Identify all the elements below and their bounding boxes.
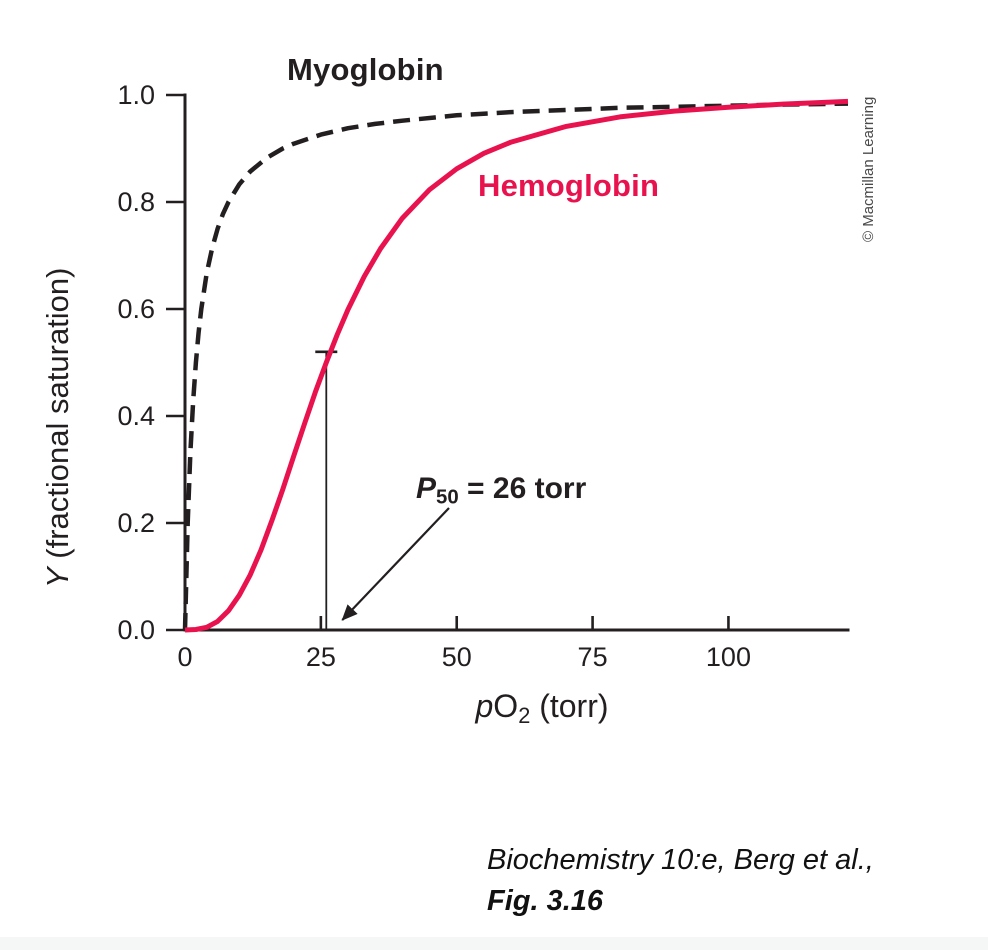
x-tick-label: 50 xyxy=(442,642,472,672)
x-tick-label: 25 xyxy=(306,642,336,672)
y-axis-symbol: Y xyxy=(40,567,75,588)
x-tick-label: 75 xyxy=(578,642,608,672)
y-tick-label: 1.0 xyxy=(117,80,155,110)
p50-symbol: P xyxy=(416,472,437,505)
caption-figure-number: Fig. 3.16 xyxy=(487,884,604,917)
x-axis-o: O xyxy=(493,688,519,724)
myoglobin-curve xyxy=(182,101,849,631)
y-tick-label: 0.8 xyxy=(117,187,155,217)
hemoglobin-series-label: Hemoglobin xyxy=(478,168,660,203)
y-axis-title-rest: (fractional saturation) xyxy=(40,267,75,568)
bottom-edge-strip xyxy=(0,937,988,950)
y-tick-label: 0.4 xyxy=(117,401,155,431)
x-axis-title: pO2 (torr) xyxy=(475,688,609,729)
p50-arrow xyxy=(341,507,450,621)
figure-caption: Biochemistry 10:e, Berg et al., Fig. 3.1… xyxy=(487,840,874,921)
caption-source-line: Biochemistry 10:e, Berg et al., xyxy=(487,844,874,876)
p50-annotation: P50 = 26 torr xyxy=(416,472,587,509)
hemoglobin-curve xyxy=(184,98,849,633)
p50-subscript: 50 xyxy=(436,486,459,509)
y-tick-label: 0.6 xyxy=(117,294,155,324)
x-axis-subscript: 2 xyxy=(518,703,531,729)
x-axis-title-rest: (torr) xyxy=(530,688,609,724)
publisher-credit: © Macmillan Learning xyxy=(860,96,877,242)
p50-value-text: = 26 torr xyxy=(458,472,587,505)
x-tick-label: 0 xyxy=(177,642,192,672)
x-axis-symbol: p xyxy=(475,688,494,724)
y-tick-label: 0.2 xyxy=(117,508,155,538)
y-tick-label: 0.0 xyxy=(117,615,155,645)
x-tick-label: 100 xyxy=(706,642,751,672)
myoglobin-series-label: Myoglobin xyxy=(287,52,444,87)
y-axis-title: Y (fractional saturation) xyxy=(40,268,76,589)
